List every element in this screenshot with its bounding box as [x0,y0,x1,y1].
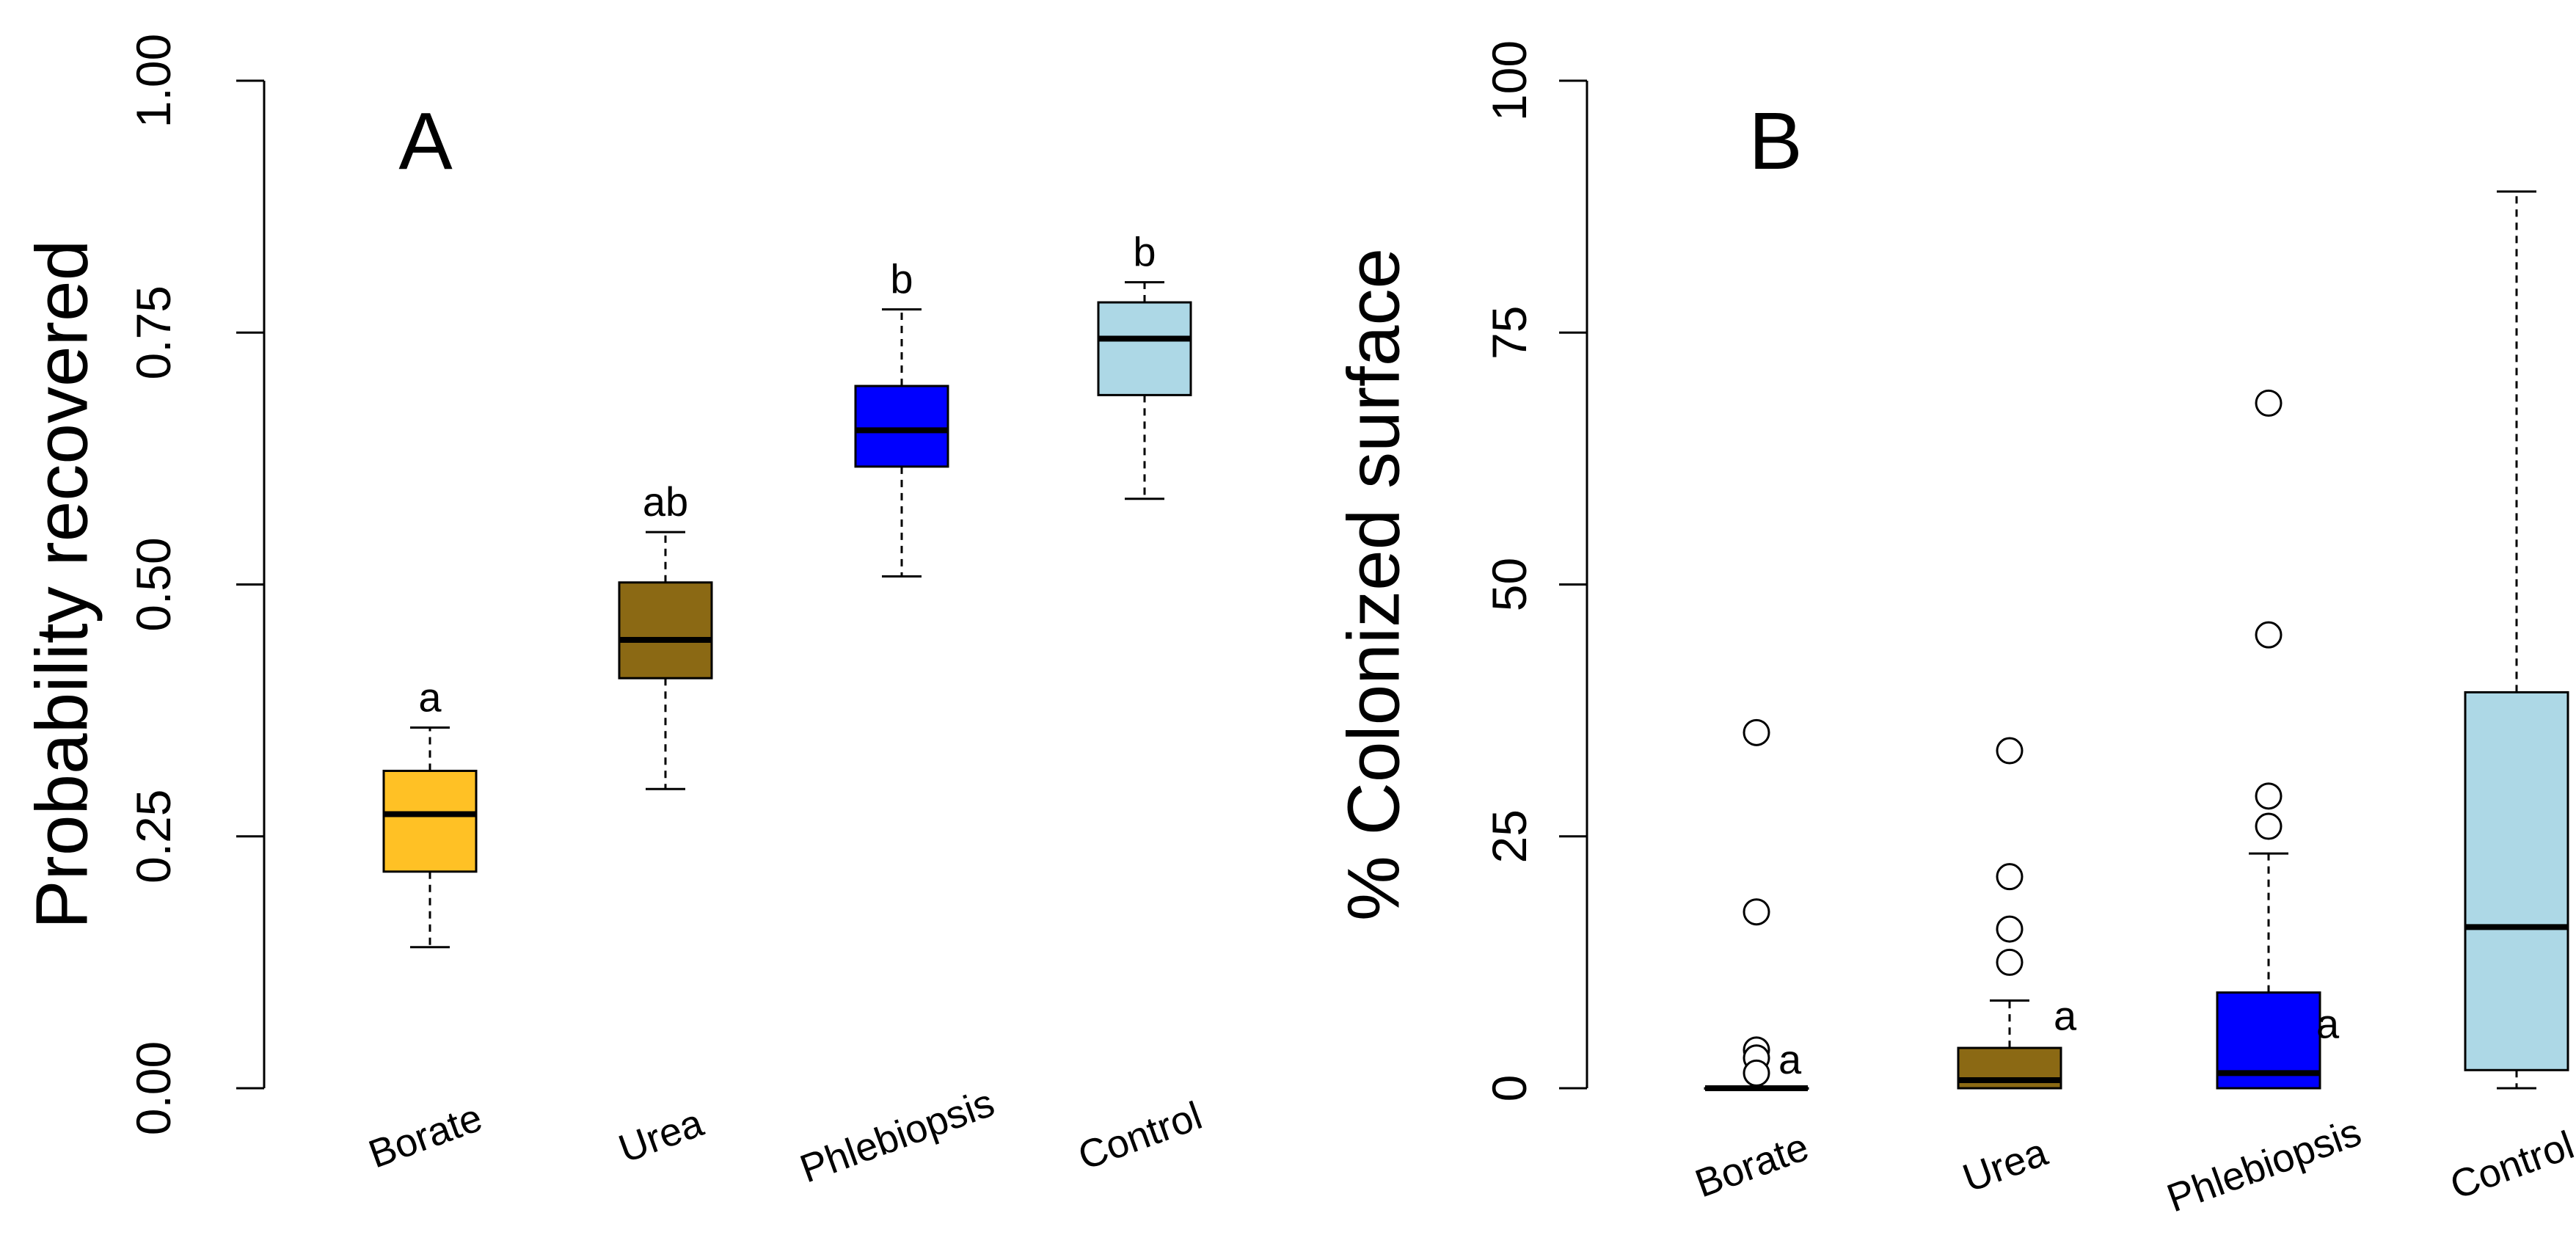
box-urea: ab Urea [613,478,713,1172]
box-urea: a Urea [1957,737,2077,1201]
significance-letter: b [890,256,913,302]
outlier-point [1996,737,2024,765]
x-category-label: Urea [613,1101,709,1172]
outlier-point [1996,948,2024,976]
outlier-point [2255,389,2283,417]
outlier-point [1743,898,1770,926]
outlier-point [1996,915,2024,943]
significance-letter: a [418,674,442,720]
outlier-point [1743,718,1770,746]
iqr-box [618,581,713,680]
box-borate: a Borate [1690,718,1814,1206]
y-axis-title: % Colonized surface [1332,248,1415,921]
significance-letter: b [1133,229,1156,275]
y-tick-label: 1.00 [126,34,180,128]
x-category-label: Borate [363,1096,488,1177]
y-tick-label: 0.75 [126,285,180,379]
x-category-label: Phlebiopsis [795,1081,1000,1192]
box-control: b Control [1073,229,1208,1178]
box-borate: a Borate [363,674,488,1176]
y-tick-label: 25 [1482,809,1536,863]
panel-label: B [1748,96,1802,186]
significance-letter: ab [643,478,688,525]
iqr-box [2464,691,2569,1071]
iqr-box [382,770,478,873]
panel-a: 0.00 0.25 0.50 0.75 1.00 Probability recovere… [21,34,1207,1192]
y-axis-title: Probability recovered [21,240,103,929]
y-tick-label: 75 [1482,306,1536,360]
y-tick-label: 0 [1482,1075,1536,1102]
panel-b: 0 25 50 75 100 % Colonized surface Ba Borate a Ur… [1332,40,2576,1221]
significance-letter: a [1778,1036,1802,1082]
box-phlebiopsis: a Phlebiopsis [2161,389,2367,1221]
iqr-box [854,385,949,468]
x-category-label: Control [1073,1093,1208,1178]
outlier-point [2255,621,2283,649]
x-category-label: Control [2445,1123,2576,1208]
y-tick-label: 0.25 [126,790,180,884]
outlier-point [1743,1059,1770,1087]
panel-label: A [398,96,453,186]
outlier-point [2255,812,2283,840]
x-category-label: Urea [1957,1130,2054,1201]
x-category-label: Borate [1690,1125,1814,1206]
y-tick-label: 0.50 [126,537,180,631]
y-tick-label: 0.00 [126,1041,180,1135]
significance-letter: a [2054,993,2077,1039]
significance-letter: a [2316,1001,2340,1047]
box-phlebiopsis: b Phlebiopsis [795,256,1000,1192]
x-category-label: Phlebiopsis [2161,1110,2367,1221]
iqr-box [1097,301,1192,396]
outlier-point [2255,782,2283,810]
y-tick-label: 100 [1482,40,1536,121]
outlier-point [1996,863,2024,891]
y-tick-label: 50 [1482,558,1536,611]
